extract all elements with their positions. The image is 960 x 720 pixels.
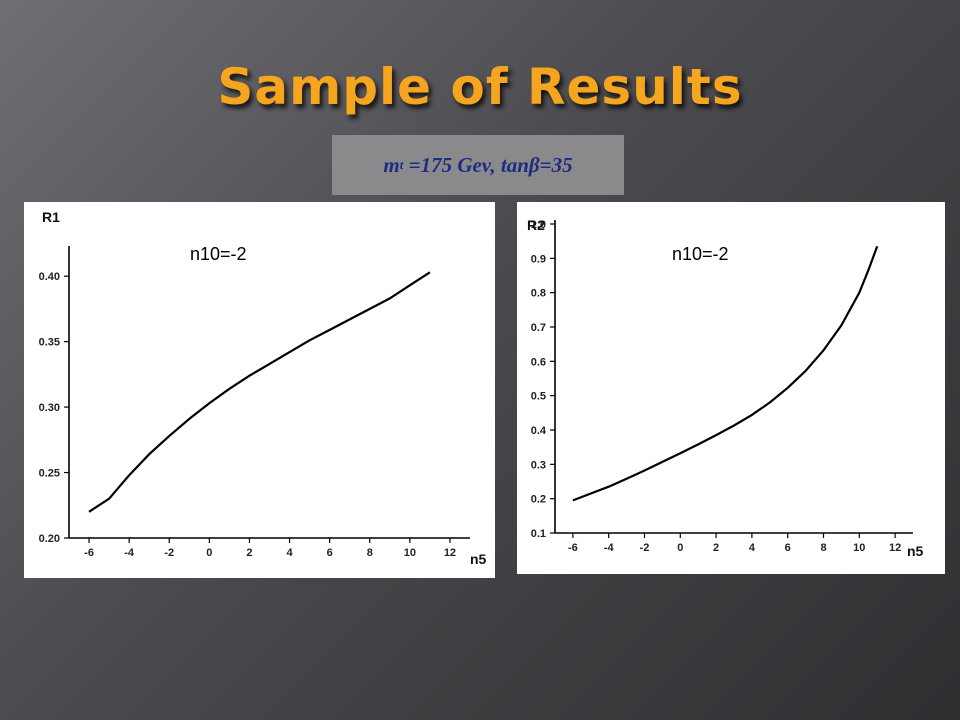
x-tick-label: -4 — [604, 542, 615, 554]
x-tick-label: 10 — [853, 542, 865, 554]
x-tick-label: 10 — [404, 547, 416, 559]
slide-title: Sample of Results — [217, 58, 743, 116]
x-tick-label: 0 — [677, 542, 683, 554]
y-axis-label: R2 — [527, 217, 545, 233]
y-tick-label: 0.4 — [531, 425, 547, 437]
x-tick-label: -2 — [164, 547, 174, 559]
x-tick-label: -2 — [640, 542, 650, 554]
y-axis-label: R1 — [42, 209, 60, 225]
y-tick-label: 0.2 — [531, 494, 546, 506]
x-tick-label: 4 — [749, 542, 756, 554]
y-tick-label: 0.20 — [39, 533, 60, 545]
x-axis-label: n5 — [907, 543, 924, 559]
y-tick-label: 0.9 — [531, 253, 546, 265]
x-tick-label: -6 — [568, 542, 578, 554]
series-line-1 — [572, 245, 879, 502]
y-tick-label: 0.8 — [531, 288, 546, 300]
curve-annotation: n10=-2 — [190, 244, 247, 264]
x-tick-label: 2 — [246, 547, 252, 559]
y-tick-label: 0.3 — [531, 459, 546, 471]
x-tick-label: -6 — [84, 547, 94, 559]
x-tick-label: 6 — [785, 542, 791, 554]
y-tick-label: 0.7 — [531, 322, 546, 334]
x-axis-label: n5 — [470, 551, 487, 567]
x-tick-label: 12 — [889, 542, 901, 554]
x-tick-label: 8 — [820, 542, 826, 554]
y-tick-label: 0.1 — [531, 528, 546, 540]
top-mass-symbol: m — [383, 152, 400, 177]
x-tick-label: 2 — [713, 542, 719, 554]
curve-annotation: n10=-2 — [672, 244, 729, 264]
y-tick-label: 0.6 — [531, 356, 546, 368]
x-tick-label: 0 — [206, 547, 212, 559]
y-tick-label: 0.35 — [39, 337, 60, 349]
series-line-1 — [88, 271, 431, 513]
r2-chart: 0.1 0.2 0.3 0.4 0.5 0.6 0.7 0.8 0.9 1.0 -6 -4 -2 0 2 4 6… — [527, 217, 924, 559]
y-tick-label: 0.40 — [39, 271, 60, 283]
r1-chart: 0.20 0.25 0.30 0.35 0.40 -6 -4 -2 0 2 4 6 8 10 12 R1 n5 n… — [39, 209, 487, 567]
x-tick-label: 6 — [327, 547, 333, 559]
top-mass-subscript: t — [399, 157, 404, 172]
x-tick-label: 8 — [367, 547, 373, 559]
parameter-values: =175 Gev, tanβ=35 — [403, 152, 573, 177]
r2-chart-panel: 0.1 0.2 0.3 0.4 0.5 0.6 0.7 0.8 0.9 1.0 -6 -4 -2 0 2 4 6… — [517, 202, 945, 574]
y-tick-label: 1.0 — [531, 219, 546, 231]
x-tick-label: -4 — [124, 547, 135, 559]
r1-chart-panel: 0.20 0.25 0.30 0.35 0.40 -6 -4 -2 0 2 4 6 8 10 12 R1 n5 n… — [24, 202, 495, 578]
y-tick-label: 0.25 — [39, 468, 60, 480]
x-tick-label: 4 — [286, 547, 293, 559]
x-tick-label: 12 — [444, 547, 456, 559]
y-tick-label: 0.5 — [531, 391, 546, 403]
y-tick-label: 0.30 — [39, 402, 60, 414]
